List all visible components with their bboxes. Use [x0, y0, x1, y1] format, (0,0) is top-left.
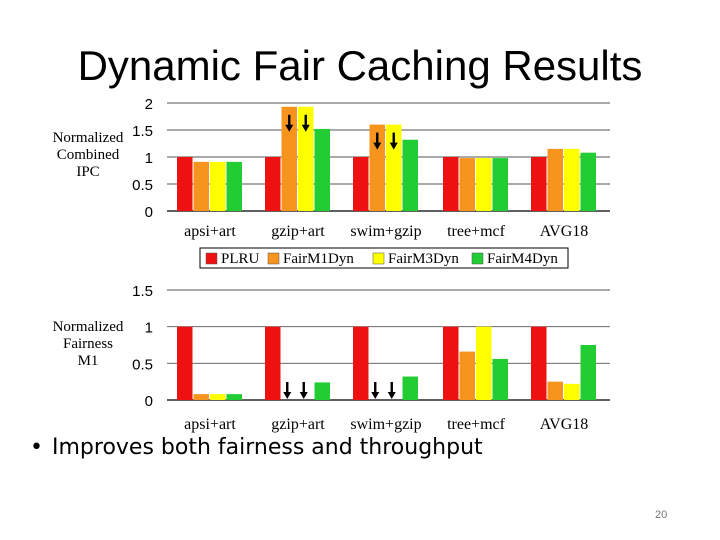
- x-category-label: tree+mcf: [447, 416, 506, 433]
- bar-plru-treemcf: [443, 157, 459, 211]
- bar-plru-swimgzip: [353, 157, 369, 211]
- x-category-label: AVG18: [540, 223, 589, 240]
- bar-fairm3dyn-avg18: [564, 383, 580, 400]
- bar-fairm3dyn-gzipart: [298, 106, 314, 211]
- bar-fairm1dyn-avg18: [547, 148, 563, 211]
- bar-fairm4dyn-apsiart: [226, 394, 242, 400]
- x-category-label: swim+gzip: [350, 416, 421, 433]
- down-arrow-head: [301, 124, 310, 132]
- y-tick-label: 1.5: [132, 123, 153, 140]
- bullet-dot: •: [30, 435, 43, 460]
- x-category-label: gzip+art: [271, 223, 325, 240]
- y-axis-label-line: IPC: [76, 164, 99, 180]
- bar-fairm4dyn-treemcf: [492, 358, 508, 400]
- legend-swatch-fairm4dyn: [471, 252, 484, 265]
- bar-plru-avg18: [531, 326, 547, 400]
- down-arrow-head: [285, 124, 294, 132]
- y-tick-label: 0: [145, 393, 153, 410]
- y-tick-label: 0.5: [132, 356, 153, 373]
- x-category-label: gzip+art: [271, 416, 325, 433]
- x-category-label: tree+mcf: [447, 223, 506, 240]
- down-arrow-head: [389, 142, 398, 150]
- x-category-label: apsi+art: [184, 223, 236, 240]
- bar-plru-apsiart: [177, 326, 193, 400]
- legend-label-fairm3dyn: FairM3Dyn: [388, 251, 459, 267]
- y-tick-label: 0.5: [132, 177, 153, 194]
- bar-fairm4dyn-apsiart: [226, 161, 242, 211]
- down-arrow-head: [387, 392, 396, 399]
- y-axis-label-line: Fairness: [63, 336, 113, 352]
- x-category-label: swim+gzip: [350, 223, 421, 240]
- bar-fairm1dyn-swimgzip: [369, 124, 385, 211]
- bar-plru-apsiart: [177, 157, 193, 211]
- y-axis-label-line: Combined: [57, 147, 120, 163]
- legend-label-plru: PLRU: [221, 251, 260, 267]
- y-tick-label: 2: [145, 96, 153, 113]
- y-tick-label: 1: [145, 320, 153, 337]
- legend-swatch-fairm1dyn: [267, 252, 280, 265]
- bar-fairm1dyn-avg18: [547, 381, 563, 400]
- bar-fairm4dyn-swimgzip: [402, 139, 418, 211]
- x-category-label: apsi+art: [184, 416, 236, 433]
- down-arrow-head: [371, 392, 380, 399]
- bar-fairm3dyn-apsiart: [210, 394, 226, 400]
- y-axis-label-line: M1: [78, 353, 99, 369]
- down-arrow-head: [299, 392, 308, 399]
- bar-fairm1dyn-apsiart: [193, 394, 209, 400]
- bar-plru-swimgzip: [353, 326, 369, 400]
- bar-fairm3dyn-treemcf: [476, 326, 492, 400]
- bar-fairm1dyn-treemcf: [459, 351, 475, 400]
- legend-swatch-plru: [205, 252, 218, 265]
- legend-swatch-fairm3dyn: [372, 252, 385, 265]
- bar-fairm4dyn-avg18: [580, 152, 596, 211]
- y-tick-label: 0: [145, 204, 153, 221]
- page-number: 20: [655, 509, 668, 521]
- bar-fairm1dyn-apsiart: [193, 161, 209, 211]
- down-arrow-head: [373, 142, 382, 150]
- y-axis-label-line: Normalized: [53, 319, 124, 335]
- legend-label-fairm1dyn: FairM1Dyn: [283, 251, 354, 267]
- bar-fairm4dyn-swimgzip: [402, 376, 418, 400]
- bar-fairm3dyn-treemcf: [476, 158, 492, 211]
- bar-plru-gzipart: [265, 326, 281, 400]
- bullet-text: Improves both fairness and throughput: [52, 435, 483, 460]
- x-category-label: AVG18: [540, 416, 589, 433]
- y-tick-label: 1: [145, 150, 153, 167]
- bar-fairm4dyn-avg18: [580, 345, 596, 400]
- bar-fairm1dyn-treemcf: [459, 158, 475, 211]
- y-axis-label-line: Normalized: [53, 130, 124, 146]
- slide-title: Dynamic Fair Caching Results: [77, 42, 643, 89]
- bar-fairm4dyn-gzipart: [314, 382, 330, 400]
- bullet-item: • Improves both fairness and throughput: [30, 435, 483, 460]
- bar-fairm3dyn-avg18: [564, 148, 580, 211]
- bar-plru-treemcf: [443, 326, 459, 400]
- y-tick-label: 1.5: [132, 283, 153, 300]
- bar-fairm3dyn-apsiart: [210, 161, 226, 211]
- bar-plru-gzipart: [265, 157, 281, 211]
- bar-fairm4dyn-gzipart: [314, 128, 330, 211]
- bar-fairm3dyn-swimgzip: [386, 124, 402, 211]
- legend-label-fairm4dyn: FairM4Dyn: [487, 251, 558, 267]
- bar-fairm1dyn-gzipart: [281, 106, 297, 211]
- bar-fairm4dyn-treemcf: [492, 158, 508, 211]
- down-arrow-head: [283, 392, 292, 399]
- bar-plru-avg18: [531, 157, 547, 211]
